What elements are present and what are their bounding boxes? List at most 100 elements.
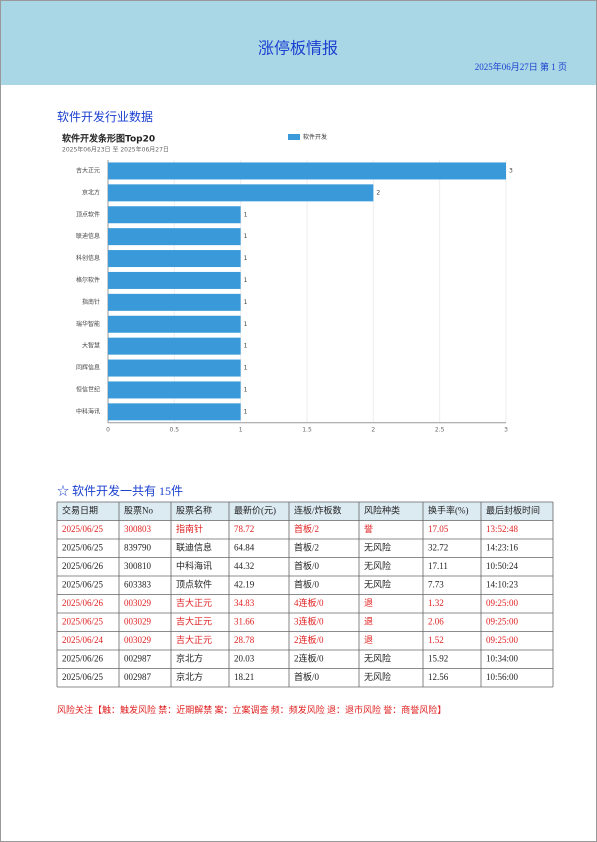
table-cell: 20.03 (234, 653, 255, 663)
table-cell: 28.78 (234, 635, 255, 645)
x-tick-label: 0 (106, 426, 110, 433)
y-tick-label: 瑞华智能 (76, 320, 100, 328)
table-cell: 2025/06/25 (62, 672, 104, 682)
y-tick-label: 中科海讯 (76, 407, 100, 415)
y-tick-label: 指南针 (82, 298, 100, 306)
table-cell: 无风险 (364, 541, 391, 552)
table-cell: 吉大正元 (176, 634, 212, 645)
table-cell: 中科海讯 (176, 560, 212, 571)
x-tick-label: 0.5 (170, 426, 180, 433)
table-cell: 2025/06/25 (62, 579, 104, 589)
y-tick-label: 联迪信息 (76, 232, 100, 240)
value-label: 1 (244, 211, 248, 218)
x-tick-label: 1.5 (302, 426, 312, 433)
value-label: 1 (244, 386, 248, 393)
chart-subtitle: 2025年06月23日 至 2025年06月27日 (62, 146, 169, 154)
table-cell: 吉大正元 (176, 597, 212, 608)
header-date: 2025年06月27日 第 1 页 (475, 61, 567, 72)
table-cell: 09:25:00 (486, 635, 519, 645)
table-cell: 2.06 (428, 616, 444, 626)
table-cell: 无风险 (364, 652, 391, 663)
x-tick-label: 2 (371, 426, 375, 433)
chart-title: 软件开发条形图Top20 (62, 133, 155, 145)
table-cell: 14:10:23 (486, 579, 519, 589)
table-cell: 10:50:24 (486, 561, 519, 571)
table-cell: 1.32 (428, 598, 444, 608)
bar (108, 359, 241, 377)
header-title: 涨停板情报 (258, 40, 338, 58)
bar (108, 162, 506, 180)
bar (108, 184, 374, 202)
table-header-cell: 换手率(%) (428, 504, 469, 515)
value-label: 1 (244, 343, 248, 350)
y-tick-label: 格尔软件 (76, 276, 100, 284)
table-cell: 2025/06/26 (62, 561, 104, 571)
table-cell: 无风险 (364, 560, 391, 571)
y-tick-label: 京北方 (82, 188, 100, 196)
value-label: 3 (509, 167, 513, 174)
table-cell: 4连板/0 (294, 597, 324, 608)
value-label: 1 (244, 408, 248, 415)
table-cell: 誉 (364, 523, 373, 534)
table-cell: 09:25:00 (486, 616, 519, 626)
table-cell: 首板/0 (294, 560, 320, 571)
table-cell: 17.05 (428, 524, 449, 534)
table-cell: 300810 (124, 561, 152, 571)
x-tick-label: 2.5 (435, 426, 445, 433)
table-cell: 003029 (124, 598, 152, 608)
table-cell: 10:34:00 (486, 653, 519, 663)
table-cell: 1.52 (428, 635, 444, 645)
table-cell: 34.83 (234, 598, 255, 608)
table-cell: 2025/06/24 (62, 635, 104, 645)
value-label: 1 (244, 321, 248, 328)
bar (108, 250, 241, 268)
bar (108, 271, 241, 289)
table-cell: 002987 (124, 672, 152, 682)
table-header-cell: 股票名称 (176, 504, 212, 515)
table-cell: 2连板/0 (294, 634, 324, 645)
table-header-cell: 最后封板时间 (486, 504, 540, 515)
bar (108, 228, 241, 246)
table-header-cell: 股票No (124, 505, 153, 515)
table-cell: 首板/0 (294, 578, 320, 589)
table-cell: 603383 (124, 579, 152, 589)
value-label: 1 (244, 277, 248, 284)
header-band (1, 1, 596, 85)
x-tick-label: 1 (239, 426, 243, 433)
value-label: 1 (244, 233, 248, 240)
y-tick-label: 吉大正元 (76, 166, 100, 174)
y-tick-label: 顶点软件 (76, 210, 100, 218)
legend-label: 软件开发 (303, 133, 327, 141)
table-cell: 14:23:16 (486, 542, 519, 552)
table-cell: 300803 (124, 524, 152, 534)
bar (108, 337, 241, 355)
table-cell: 首板/2 (294, 541, 319, 552)
table-cell: 2025/06/25 (62, 524, 104, 534)
table-cell: 42.19 (234, 579, 255, 589)
table-cell: 退 (364, 635, 373, 645)
table-cell: 003029 (124, 635, 152, 645)
y-tick-label: 科创信息 (76, 254, 100, 262)
table-cell: 44.32 (234, 561, 254, 571)
table-cell: 首板/0 (294, 671, 320, 682)
value-label: 1 (244, 299, 248, 306)
table-cell: 13:52:48 (486, 524, 519, 534)
y-tick-label: 恒信世纪 (76, 385, 100, 393)
value-label: 1 (244, 365, 248, 372)
table-cell: 15.92 (428, 653, 448, 663)
table-cell: 64.84 (234, 542, 255, 552)
value-label: 1 (244, 255, 248, 262)
table-cell: 3连板/0 (294, 615, 324, 626)
table-cell: 京北方 (176, 652, 203, 663)
table-cell: 无风险 (364, 671, 391, 682)
risk-footer: 风险关注【触：触发风险 禁：近期解禁 案：立案调查 频：频发风险 退：退市风险 … (57, 704, 446, 715)
table-cell: 2025/06/26 (62, 653, 104, 663)
table-cell: 退 (364, 598, 373, 608)
table-cell: 首板/2 (294, 523, 319, 534)
table-cell: 78.72 (234, 524, 254, 534)
table-cell: 退 (364, 616, 373, 626)
table-cell: 2连板/0 (294, 652, 324, 663)
table-header-cell: 交易日期 (62, 504, 98, 515)
table-header-bg (57, 502, 553, 521)
